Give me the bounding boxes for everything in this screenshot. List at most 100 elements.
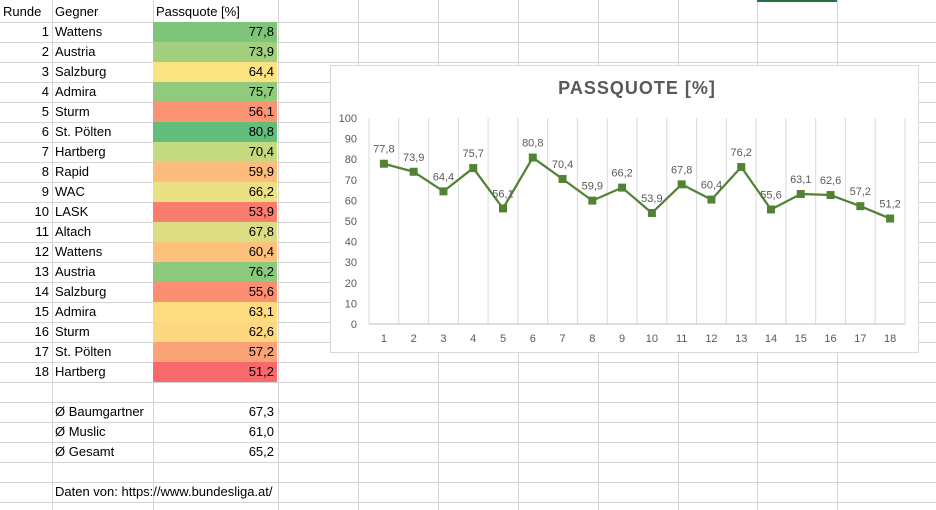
cell-passquote[interactable]: 56,1: [153, 102, 277, 122]
x-tick-label: 3: [440, 333, 446, 345]
cell-gegner[interactable]: Admira: [55, 304, 97, 319]
cell-gegner[interactable]: Wattens: [55, 244, 103, 259]
cell-gegner[interactable]: Hartberg: [55, 144, 106, 159]
cell-passquote[interactable]: 80,8: [153, 122, 277, 142]
summary-label[interactable]: Ø Gesamt: [55, 444, 115, 459]
cell-runde[interactable]: 15: [34, 304, 49, 319]
cell-passquote[interactable]: 60,4: [153, 242, 277, 262]
cell-gegner[interactable]: Sturm: [55, 324, 90, 339]
chart[interactable]: PASSQUOTE [%] 0 10 20 30 40 50 60 70 80 90 100 1 2 3 4 5…: [330, 65, 919, 353]
header-gegner[interactable]: Gegner: [55, 4, 99, 19]
cell-passquote[interactable]: 62,6: [153, 322, 277, 342]
series-line: [383, 156, 891, 220]
x-tick-label: 14: [765, 333, 777, 345]
cell-gegner[interactable]: Altach: [55, 224, 92, 239]
gridline-vertical: [52, 0, 53, 510]
cell-gegner[interactable]: Austria: [55, 44, 96, 59]
data-label: 80,8: [522, 138, 543, 150]
cell-passquote[interactable]: 55,6: [153, 282, 277, 302]
cell-runde[interactable]: 18: [34, 364, 49, 379]
cell-runde[interactable]: 12: [34, 244, 49, 259]
data-label: 73,9: [403, 152, 424, 164]
summary-value[interactable]: 65,2: [248, 444, 274, 459]
cell-gegner[interactable]: WAC: [55, 184, 85, 199]
cell-passquote[interactable]: 51,2: [153, 362, 277, 382]
cell-gegner[interactable]: Salzburg: [55, 64, 107, 79]
x-tick-label: 2: [411, 333, 417, 345]
summary-value[interactable]: 61,0: [248, 424, 274, 439]
cell-gegner[interactable]: Wattens: [55, 24, 103, 39]
cell-runde[interactable]: 5: [41, 104, 49, 119]
cell-gegner[interactable]: Austria: [55, 264, 96, 279]
cell-runde[interactable]: 6: [41, 124, 49, 139]
cell-passquote[interactable]: 67,8: [153, 222, 277, 242]
data-point: [647, 208, 656, 217]
source-note[interactable]: Daten von: https://www.bundesliga.at/: [55, 484, 273, 499]
x-tick-label: 10: [646, 333, 658, 345]
cell-gegner[interactable]: Salzburg: [55, 284, 107, 299]
cell-gegner[interactable]: St. Pölten: [55, 344, 112, 359]
cell-passquote[interactable]: 59,9: [153, 162, 277, 182]
data-label: 70,4: [552, 159, 573, 171]
x-tick-label: 8: [589, 333, 595, 345]
cell-gegner[interactable]: Rapid: [55, 164, 89, 179]
cell-gegner[interactable]: LASK: [55, 204, 89, 219]
cell-passquote[interactable]: 64,4: [153, 62, 277, 82]
data-point: [469, 164, 478, 173]
cell-passquote[interactable]: 75,7: [153, 82, 277, 102]
cell-gegner[interactable]: St. Pölten: [55, 124, 112, 139]
data-point: [796, 190, 805, 199]
cell-passquote[interactable]: 77,8: [153, 22, 277, 42]
cell-gegner[interactable]: Admira: [55, 84, 97, 99]
x-tick-label: 13: [735, 333, 747, 345]
cell-passquote[interactable]: 70,4: [153, 142, 277, 162]
cell-runde[interactable]: 10: [34, 204, 49, 219]
x-tick-label: 9: [619, 333, 625, 345]
cell-passquote[interactable]: 66,2: [153, 182, 277, 202]
cell-passquote[interactable]: 63,1: [153, 302, 277, 322]
y-tick-label: 0: [351, 319, 357, 331]
cell-passquote[interactable]: 57,2: [153, 342, 277, 362]
data-label: 60,4: [701, 180, 722, 192]
data-label: 76,2: [731, 147, 752, 159]
data-point: [379, 159, 388, 168]
cell-runde[interactable]: 8: [41, 164, 49, 179]
cell-runde[interactable]: 1: [41, 24, 49, 39]
cell-gegner[interactable]: Sturm: [55, 104, 90, 119]
cell-passquote[interactable]: 73,9: [153, 42, 277, 62]
cell-gegner[interactable]: Hartberg: [55, 364, 106, 379]
chart-title: PASSQUOTE [%]: [558, 78, 716, 98]
cell-passquote[interactable]: 76,2: [153, 262, 277, 282]
data-label: 53,9: [641, 193, 662, 205]
data-label: 59,9: [582, 181, 603, 193]
gridline-horizontal: [0, 442, 936, 443]
header-runde[interactable]: Runde: [3, 4, 42, 19]
cell-runde[interactable]: 13: [34, 264, 49, 279]
cell-runde[interactable]: 7: [41, 144, 49, 159]
x-tick-label: 16: [824, 333, 836, 345]
header-passquote[interactable]: Passquote [%]: [156, 4, 240, 19]
cell-runde[interactable]: 11: [35, 224, 50, 239]
y-tick-label: 90: [345, 134, 357, 146]
data-point: [558, 174, 567, 183]
cell-runde[interactable]: 9: [41, 184, 49, 199]
gridline-horizontal: [0, 462, 936, 463]
y-tick-label: 80: [345, 154, 357, 166]
cell-runde[interactable]: 2: [41, 44, 49, 59]
data-point: [588, 196, 597, 205]
cell-runde[interactable]: 4: [41, 84, 49, 99]
cell-passquote[interactable]: 53,9: [153, 202, 277, 222]
data-point: [767, 205, 775, 214]
data-label: 57,2: [850, 186, 871, 198]
cell-runde[interactable]: 16: [34, 324, 49, 339]
data-point: [677, 180, 686, 189]
cell-runde[interactable]: 14: [34, 284, 49, 299]
summary-label[interactable]: Ø Baumgartner: [55, 404, 144, 419]
summary-label[interactable]: Ø Muslic: [55, 424, 106, 439]
y-tick-label: 50: [345, 216, 357, 228]
data-label: 67,8: [671, 164, 692, 176]
summary-value[interactable]: 67,3: [248, 404, 274, 419]
cell-runde[interactable]: 3: [41, 64, 49, 79]
cell-runde[interactable]: 17: [34, 344, 49, 359]
